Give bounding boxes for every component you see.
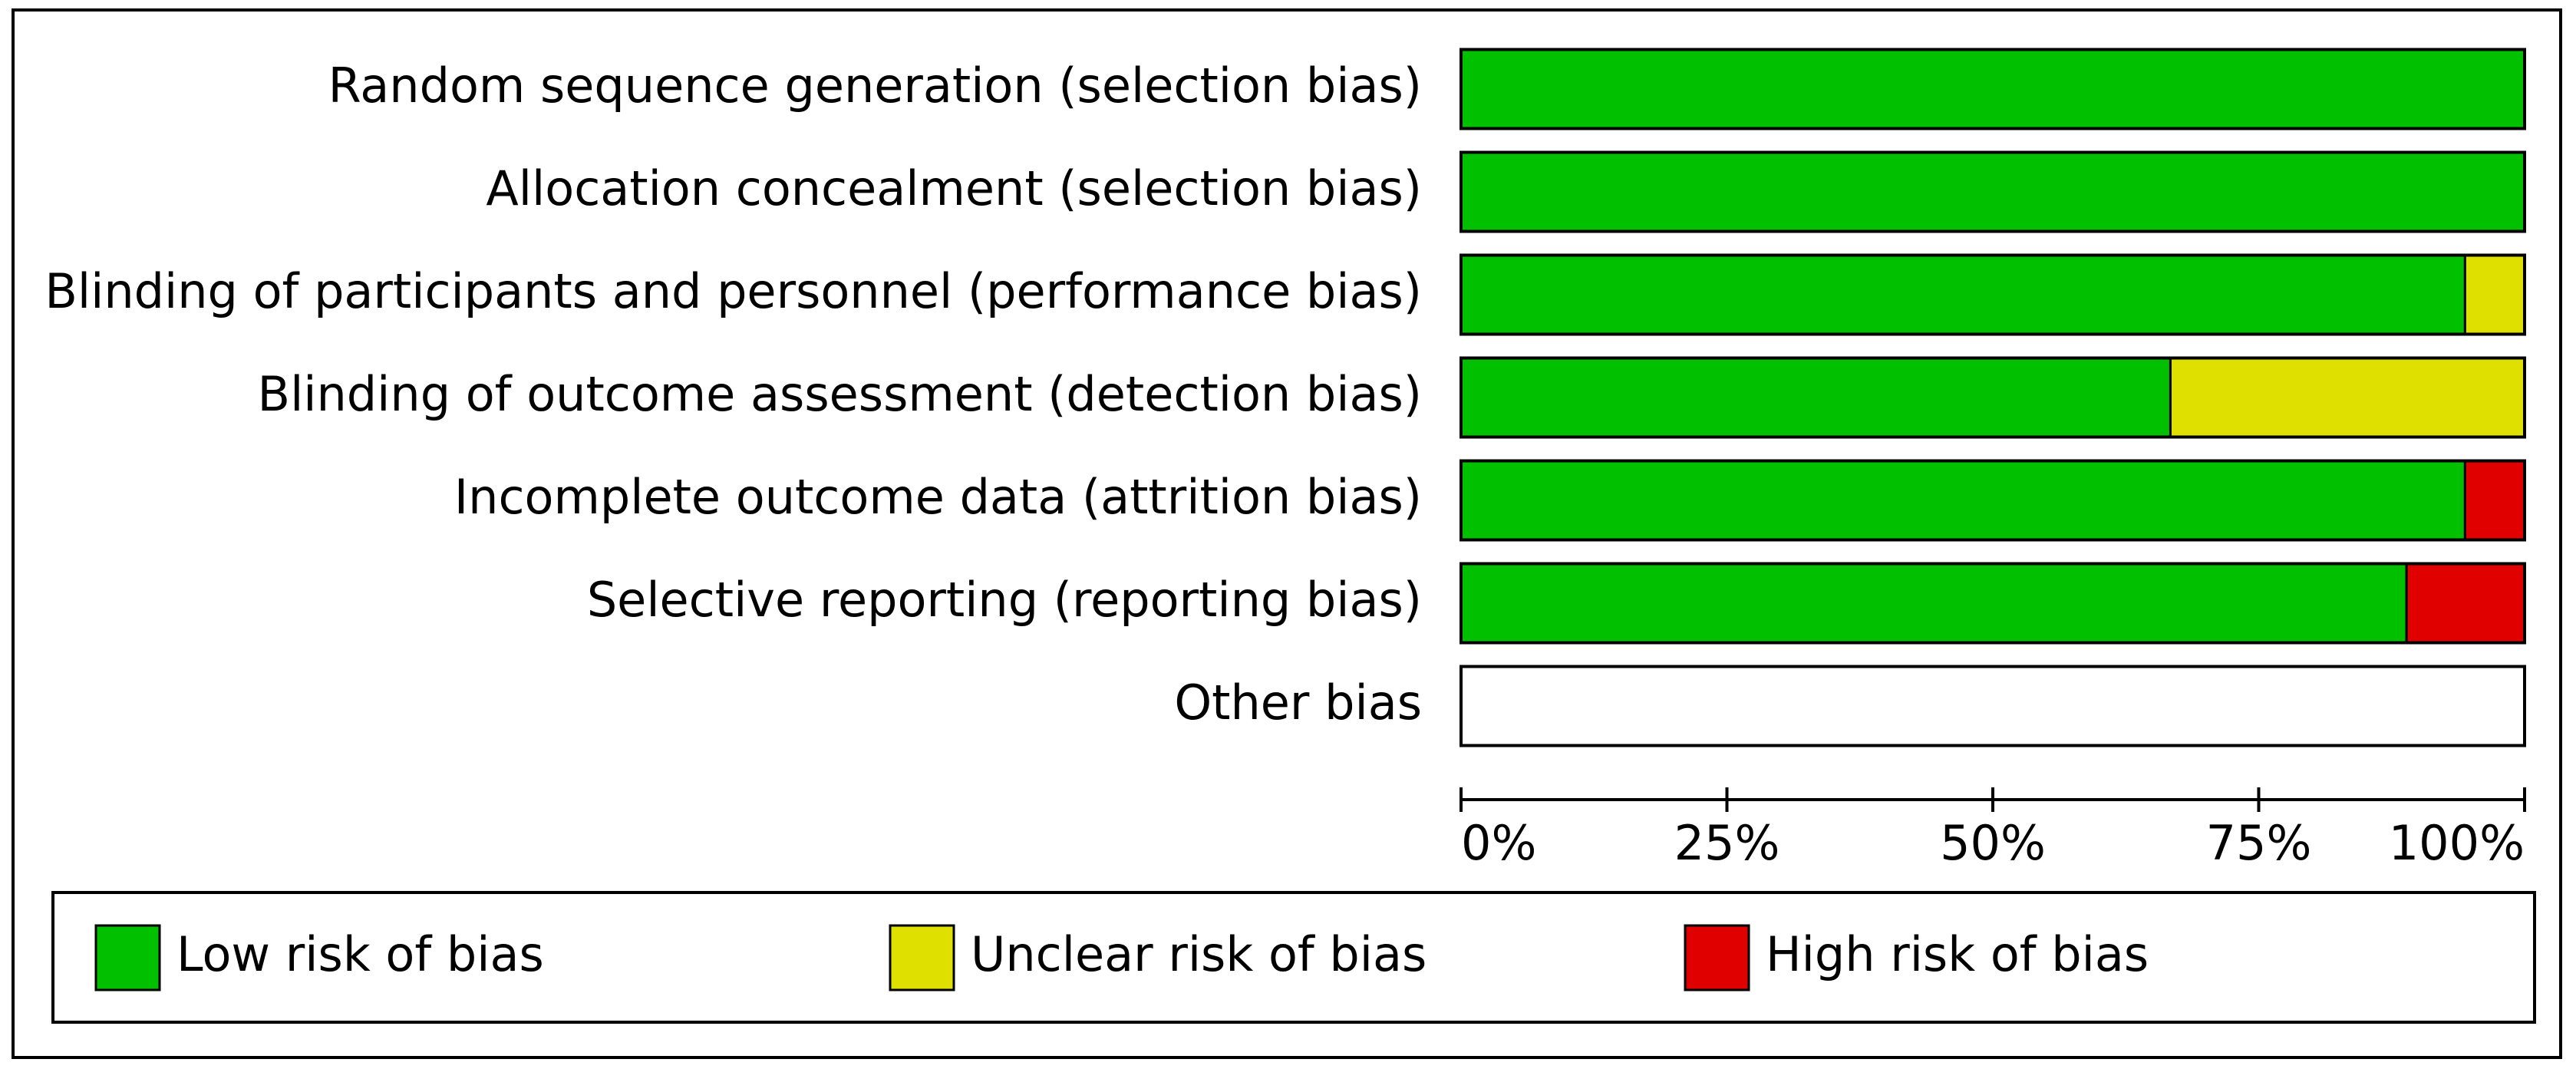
bar-border	[1460, 356, 2526, 439]
bar-outline	[1461, 666, 2525, 746]
bar-segment	[2463, 254, 2526, 335]
legend-box	[51, 891, 2536, 1024]
x-tick-label: 0%	[1461, 815, 1536, 871]
category-label: Other bias	[1174, 675, 1422, 731]
category-label: Random sequence generation (selection bi…	[328, 58, 1422, 114]
category-label: Selective reporting (reporting bias)	[587, 572, 1422, 628]
bar-border	[1460, 253, 2526, 336]
legend-swatch	[889, 924, 955, 991]
legend-label: Unclear risk of bias	[971, 926, 1427, 982]
bar-segment	[1460, 460, 2466, 541]
category-label: Allocation concealment (selection bias)	[486, 160, 1422, 216]
bar-border	[1460, 562, 2526, 645]
legend-swatch	[94, 924, 161, 991]
x-tick-label: 100%	[2389, 815, 2525, 871]
bar-border	[1460, 150, 2526, 233]
legend-swatch	[1684, 924, 1750, 991]
bar-segment	[1460, 357, 2172, 438]
legend-label: Low risk of bias	[176, 926, 544, 982]
bar-segment	[1460, 151, 2526, 233]
bar-segment	[1460, 48, 2526, 130]
x-tick-label: 25%	[1674, 815, 1780, 871]
bar-segment	[1460, 254, 2466, 335]
x-tick-label: 75%	[2206, 815, 2312, 871]
bar-border	[1460, 48, 2526, 130]
category-label: Incomplete outcome data (attrition bias)	[454, 469, 1422, 525]
category-label: Blinding of outcome assessment (detectio…	[258, 366, 1422, 422]
bar-segment	[2463, 460, 2526, 541]
x-tick-label: 50%	[1940, 815, 2046, 871]
legend-label: High risk of bias	[1766, 926, 2149, 982]
bar-segment	[2169, 357, 2526, 438]
bar-segment	[1460, 563, 2408, 644]
bar-border	[1460, 665, 2526, 747]
category-label: Blinding of participants and personnel (…	[45, 263, 1422, 319]
bar-segment	[2405, 563, 2526, 644]
bar-border	[1460, 459, 2526, 542]
